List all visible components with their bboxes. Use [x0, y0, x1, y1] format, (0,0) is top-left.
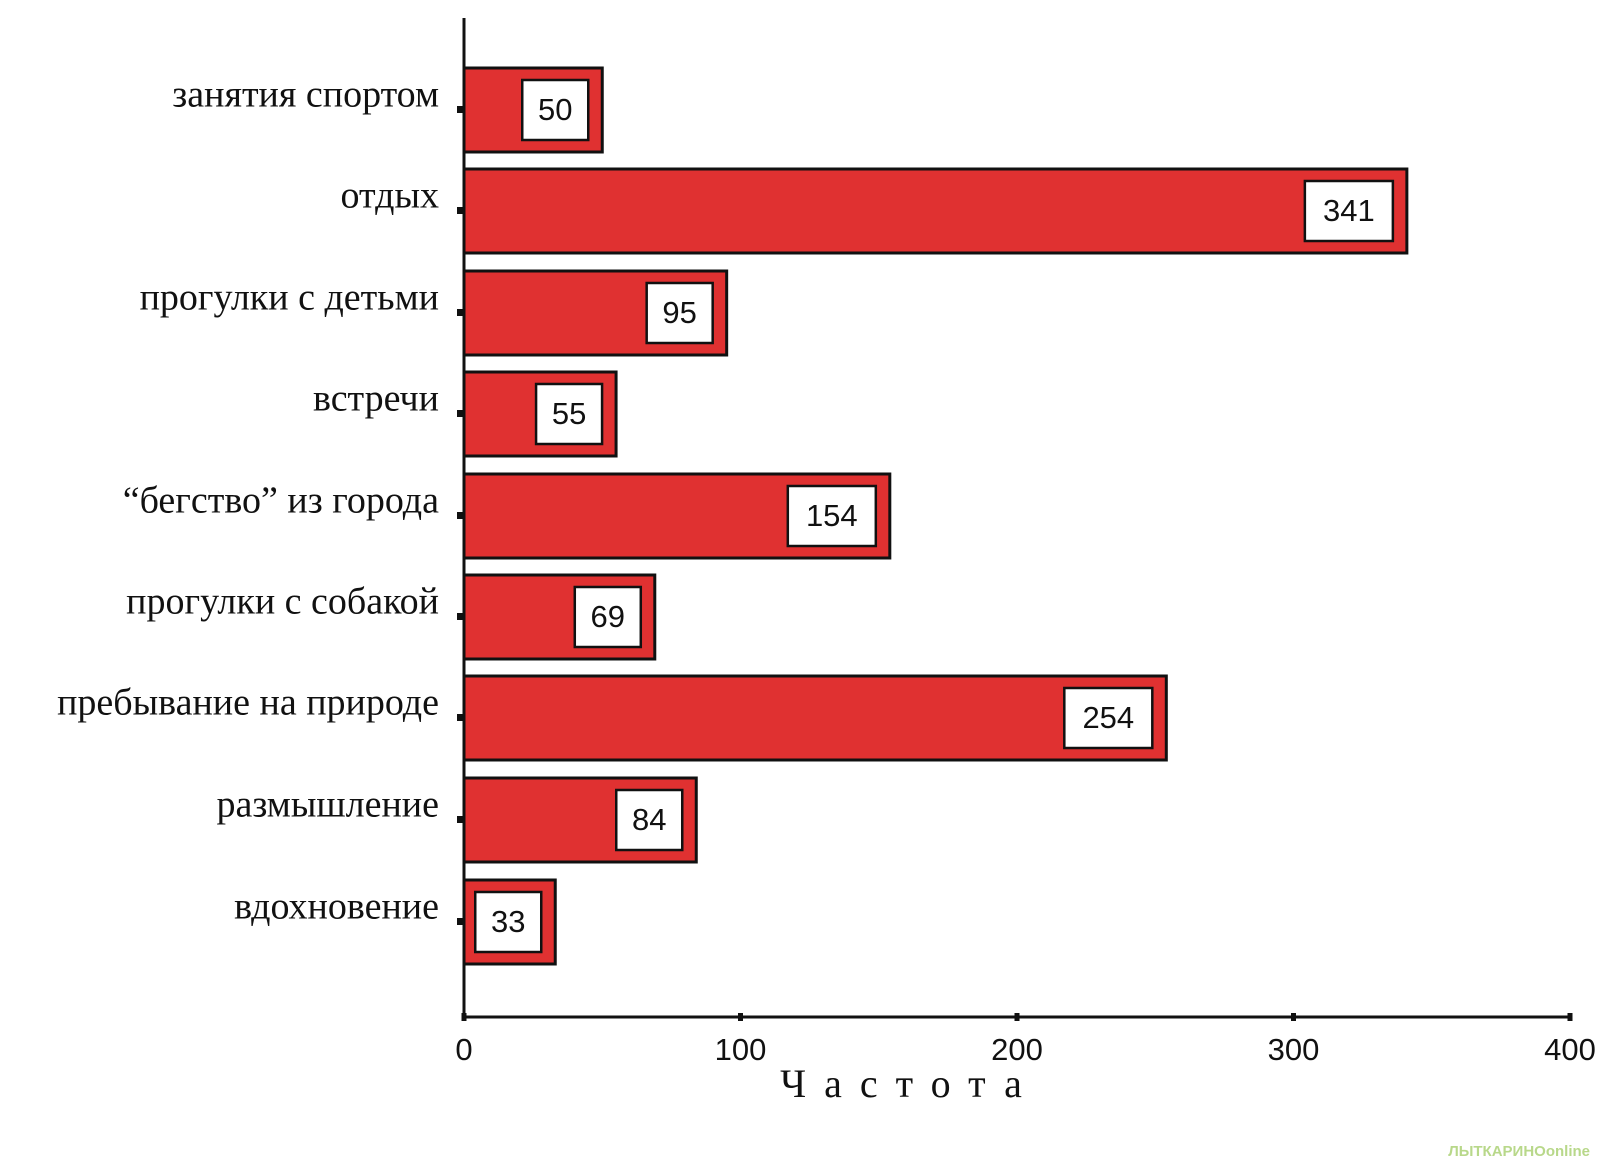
y-tick-label: занятия спортом: [172, 74, 439, 116]
y-tick: [457, 613, 463, 620]
x-tick-label: 200: [991, 1032, 1043, 1067]
y-tick-label: вдохновение: [234, 886, 439, 928]
watermark: ЛЫТКАРИНОonline: [1448, 1143, 1590, 1160]
bar: [462, 167, 1409, 255]
value-label-box: [1063, 686, 1154, 750]
value-label-box: [786, 484, 878, 548]
y-tick-label: отдых: [341, 175, 439, 217]
value-label: 55: [552, 396, 586, 431]
value-label: 254: [1082, 700, 1134, 735]
value-label-box: [615, 788, 684, 852]
x-tick-label: 100: [715, 1032, 767, 1067]
value-label-box: [521, 78, 590, 142]
value-label: 69: [591, 599, 625, 634]
y-tick: [457, 918, 463, 925]
value-label-box: [573, 585, 643, 649]
y-tick: [457, 512, 463, 519]
y-tick-label: прогулки с собакой: [126, 581, 439, 623]
y-tick-label: “бегство” из города: [123, 480, 439, 522]
bar: [462, 674, 1168, 762]
value-label: 84: [632, 802, 666, 837]
value-label-box: [534, 382, 604, 446]
x-tick-label: 0: [455, 1032, 472, 1067]
value-label: 95: [662, 295, 696, 330]
value-label: 154: [806, 498, 858, 533]
x-tick-label: 300: [1268, 1032, 1320, 1067]
x-axis-title: Частота: [780, 1061, 1040, 1106]
y-tick: [457, 816, 463, 823]
value-label: 33: [491, 904, 525, 939]
value-label-box: [645, 281, 714, 345]
value-label-box: [473, 890, 543, 954]
y-tick: [457, 207, 463, 214]
y-tick-label: пребывание на природе: [57, 682, 439, 724]
y-tick: [457, 309, 463, 316]
y-tick: [457, 410, 463, 417]
x-tick-label: 400: [1544, 1032, 1596, 1067]
y-tick: [457, 106, 463, 113]
value-label: 341: [1323, 193, 1375, 228]
y-tick: [457, 714, 463, 721]
y-tick-label: размышление: [216, 784, 439, 826]
value-label-box: [1303, 179, 1395, 243]
value-label: 50: [538, 92, 572, 127]
y-tick-label: прогулки с детьми: [140, 277, 439, 319]
y-tick-label: встречи: [313, 378, 439, 420]
